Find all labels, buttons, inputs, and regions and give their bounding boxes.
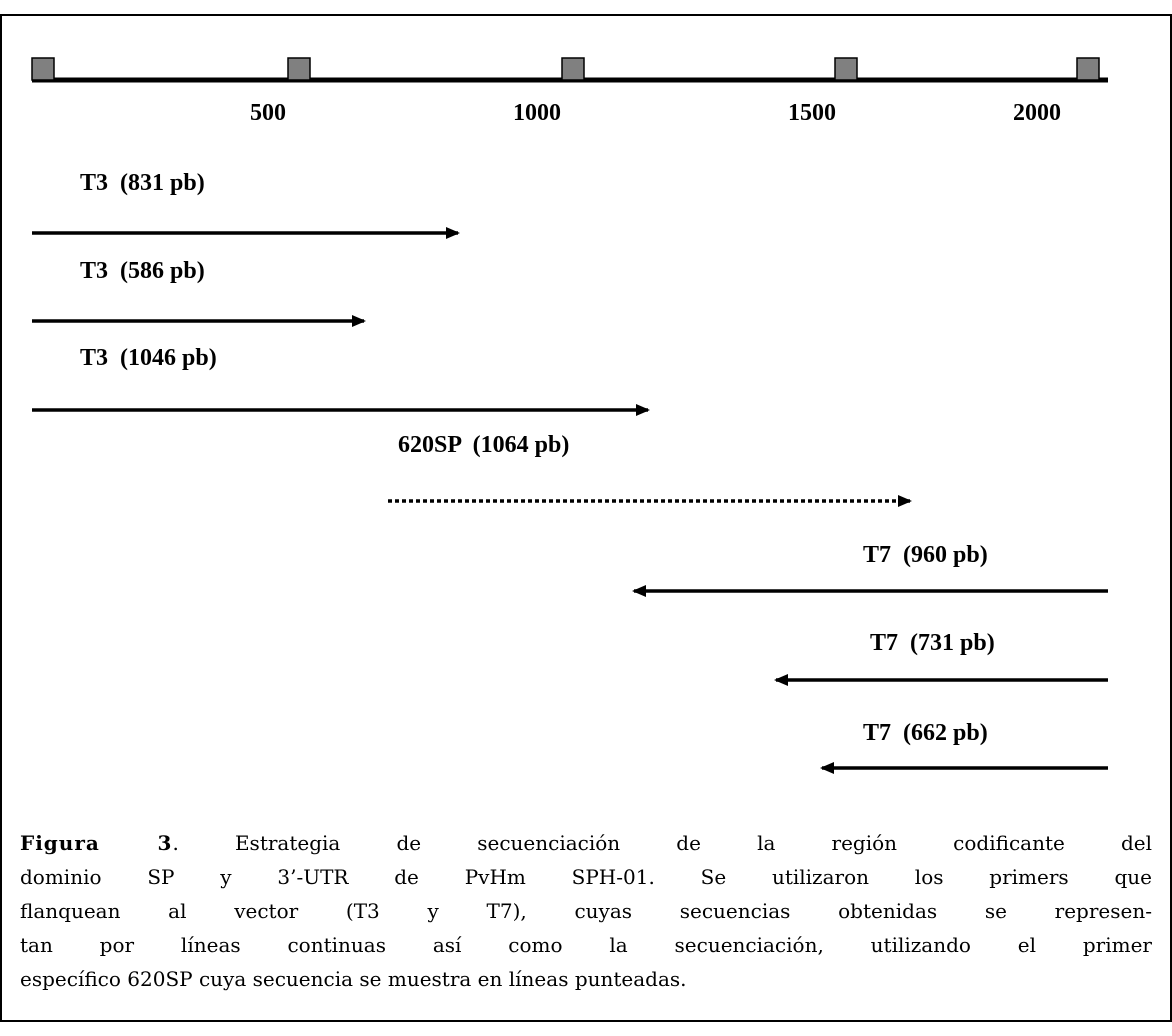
read-label: T7 (731 pb) [870, 630, 995, 656]
marker [287, 57, 311, 81]
caption-label: Figura 3 [20, 831, 173, 855]
read-label: T3 (831 pb) [80, 170, 205, 196]
read-label: T3 (1046 pb) [80, 345, 217, 371]
marker [31, 57, 55, 81]
scale-label: 1500 [788, 100, 836, 126]
caption-line: específico 620SP cuya secuencia se muest… [20, 967, 687, 991]
caption-line: dominio SP y 3’-UTR de PvHm SPH-01. Se u… [20, 865, 1152, 889]
scale-label: 500 [250, 100, 286, 126]
caption-line: tan por líneas continuas así como la sec… [20, 933, 1152, 957]
read-label: T7 (662 pb) [863, 720, 988, 746]
caption-line: Figura 3. Estrategia de secuenciación de… [20, 826, 1152, 860]
read-label: T7 (960 pb) [863, 542, 988, 568]
caption-line: flanquean al vector (T3 y T7), cuyas sec… [20, 899, 1152, 923]
caption-text: . Estrategia de secuenciación de la regi… [172, 831, 1152, 855]
scale-label: 2000 [1013, 100, 1061, 126]
marker [561, 57, 585, 81]
scale-label: 1000 [513, 100, 561, 126]
marker [1076, 57, 1100, 81]
marker [834, 57, 858, 81]
read-label: T3 (586 pb) [80, 258, 205, 284]
scale-markers [31, 57, 1100, 81]
read-label: 620SP (1064 pb) [398, 432, 569, 458]
frame [0, 14, 1172, 1022]
